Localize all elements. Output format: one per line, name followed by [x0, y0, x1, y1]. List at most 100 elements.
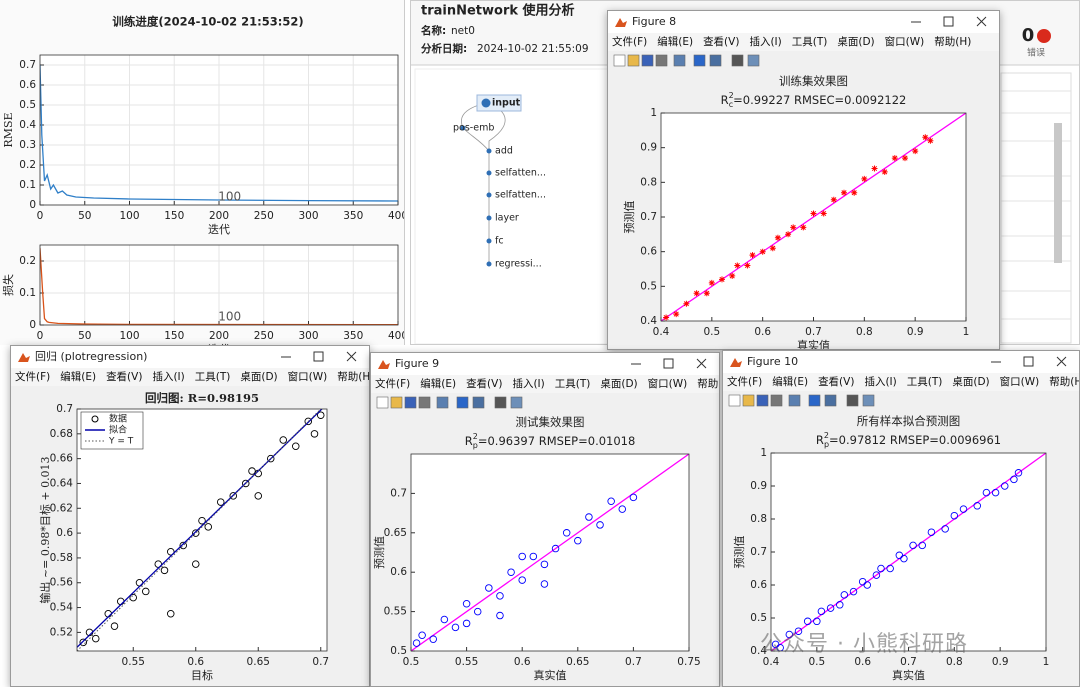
- tool-button[interactable]: [404, 396, 417, 409]
- node-dot[interactable]: [486, 148, 492, 154]
- menu-item[interactable]: 文件(F): [15, 371, 51, 383]
- tool-button[interactable]: [436, 396, 449, 409]
- tool-button[interactable]: [693, 54, 706, 67]
- tool-button[interactable]: [494, 396, 507, 409]
- menu-item[interactable]: 查看(V): [106, 371, 143, 383]
- tool-button[interactable]: [747, 54, 760, 67]
- menu-item[interactable]: 文件(F): [375, 378, 411, 390]
- menu-item[interactable]: 查看(V): [703, 36, 740, 48]
- tool-button[interactable]: [756, 394, 769, 407]
- circle-marker: [540, 580, 549, 588]
- close-button[interactable]: [976, 16, 987, 27]
- node-label[interactable]: selfatten...: [495, 190, 546, 201]
- menu-item[interactable]: 帮助(H): [934, 36, 972, 48]
- menu-item[interactable]: 工具(T): [791, 36, 828, 48]
- tool-button[interactable]: [788, 394, 801, 407]
- close-button[interactable]: [696, 358, 707, 369]
- menu-item[interactable]: 工具(T): [554, 378, 591, 390]
- maximize-button[interactable]: [663, 358, 674, 369]
- node-dot[interactable]: [486, 192, 492, 198]
- tool-button[interactable]: [641, 54, 654, 67]
- node-label[interactable]: input: [492, 98, 521, 109]
- tool-button[interactable]: [846, 394, 859, 407]
- menu-item[interactable]: 桌面(D): [952, 376, 990, 388]
- menu-item[interactable]: 窗口(W): [999, 376, 1040, 388]
- maximize-button[interactable]: [943, 16, 954, 27]
- node-dot[interactable]: [486, 238, 492, 244]
- node-label[interactable]: regressi...: [495, 259, 542, 270]
- menu-item[interactable]: 插入(I): [512, 378, 545, 390]
- maximize-button[interactable]: [313, 351, 324, 362]
- menu-item[interactable]: 桌面(D): [600, 378, 638, 390]
- node-label[interactable]: selfatten...: [495, 168, 546, 179]
- y-tick-label: 0.66: [50, 453, 74, 465]
- tool-button[interactable]: [808, 394, 821, 407]
- tool-button[interactable]: [655, 54, 668, 67]
- menu-item[interactable]: 查看(V): [818, 376, 855, 388]
- menu-item[interactable]: 编辑(E): [772, 376, 809, 388]
- tool-button[interactable]: [862, 394, 875, 407]
- tool-button[interactable]: [456, 396, 469, 409]
- tool-button[interactable]: [472, 396, 485, 409]
- tool-button[interactable]: [731, 54, 744, 67]
- node-label[interactable]: pos-emb: [453, 123, 494, 134]
- menu-item[interactable]: 插入(I): [152, 371, 185, 383]
- figure-canvas: 0.4 0.5 0.6 0.7 0.8 0.9 1 0.4 0.5 0.6 0.7 0.8 0.9 1 训练…: [623, 74, 969, 349]
- menu-item[interactable]: 文件(F): [727, 376, 763, 388]
- node-dot[interactable]: [486, 215, 492, 221]
- circle-marker: [166, 547, 175, 556]
- chart-title: 回归图: R=0.98195: [145, 391, 259, 405]
- menu-item[interactable]: 帮助(H): [337, 371, 370, 383]
- node-label[interactable]: add: [495, 146, 513, 157]
- x-tick-label: 0.65: [566, 656, 589, 668]
- tool-button[interactable]: [376, 396, 389, 409]
- menu-item[interactable]: 帮助(H): [1049, 376, 1079, 388]
- node-label[interactable]: layer: [495, 213, 519, 224]
- menu-item[interactable]: 窗口(W): [884, 36, 925, 48]
- stat-sup: 2: [729, 91, 734, 100]
- menu-item[interactable]: 帮助(H): [697, 378, 719, 390]
- menu-item[interactable]: 窗口(W): [287, 371, 328, 383]
- menu-item[interactable]: 窗口(W): [647, 378, 688, 390]
- node-label[interactable]: fc: [495, 236, 504, 247]
- maximize-button[interactable]: [1023, 356, 1034, 367]
- tool-button[interactable]: [728, 394, 741, 407]
- tool-button[interactable]: [510, 396, 523, 409]
- tool-button[interactable]: [770, 394, 783, 407]
- tool-button[interactable]: [709, 54, 722, 67]
- window-controls[interactable]: [269, 346, 369, 368]
- window-controls[interactable]: [979, 351, 1079, 373]
- menu-item[interactable]: 编辑(E): [420, 378, 457, 390]
- circle-marker: [79, 638, 87, 647]
- tool-button[interactable]: [627, 54, 640, 67]
- close-button[interactable]: [346, 351, 357, 362]
- tool-button[interactable]: [673, 54, 686, 67]
- tool-button[interactable]: [742, 394, 755, 407]
- menu-item[interactable]: 插入(I): [749, 36, 782, 48]
- menu-item[interactable]: 工具(T): [194, 371, 231, 383]
- menu-item[interactable]: 编辑(E): [657, 36, 694, 48]
- x-tick-label: 0.9: [992, 656, 1009, 668]
- node-dot[interactable]: [486, 261, 492, 267]
- tool-button[interactable]: [418, 396, 431, 409]
- close-button[interactable]: [1056, 356, 1067, 367]
- window: 回归 (plotregression) 文件(F) 编辑(E) 查看(V) 插入(I) 工…: [10, 345, 370, 687]
- tool-button[interactable]: [613, 54, 626, 67]
- window-controls[interactable]: [619, 353, 719, 375]
- menu-item[interactable]: 桌面(D): [837, 36, 875, 48]
- y-tick-label: 0.55: [384, 606, 407, 618]
- tool-button[interactable]: [390, 396, 403, 409]
- menu-item[interactable]: 查看(V): [466, 378, 503, 390]
- stat-sub: c: [729, 100, 733, 109]
- window-controls[interactable]: [899, 11, 999, 33]
- menu-item[interactable]: 工具(T): [906, 376, 943, 388]
- node-dot[interactable]: [481, 98, 491, 108]
- node-dot[interactable]: [486, 170, 492, 176]
- node-dot[interactable]: [460, 125, 466, 131]
- menu-item[interactable]: 文件(F): [612, 36, 648, 48]
- tool-button[interactable]: [824, 394, 837, 407]
- series-line: [77, 409, 322, 651]
- menu-item[interactable]: 插入(I): [864, 376, 897, 388]
- menu-item[interactable]: 编辑(E): [60, 371, 97, 383]
- menu-item[interactable]: 桌面(D): [240, 371, 278, 383]
